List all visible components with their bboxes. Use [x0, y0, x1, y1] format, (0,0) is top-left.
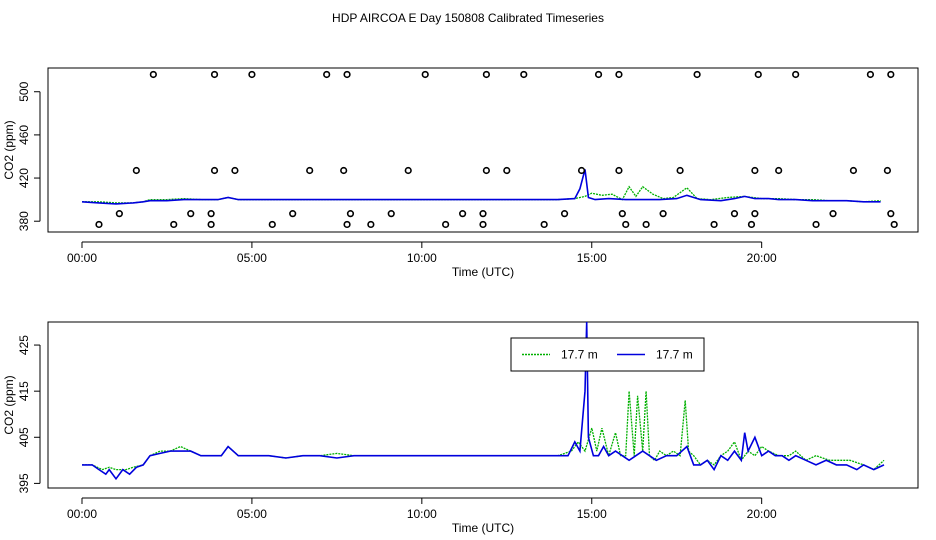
- data-point: [615, 166, 623, 175]
- data-point: [849, 166, 858, 175]
- x-tick-label: 15:00: [577, 507, 607, 521]
- data-point: [676, 166, 684, 175]
- data-point: [482, 166, 490, 175]
- data-point: [812, 220, 820, 229]
- data-point: [754, 70, 762, 79]
- y-axis-label: CO2 (ppm): [2, 375, 16, 434]
- data-point: [693, 70, 701, 79]
- data-point: [115, 210, 123, 218]
- y-axis-label: CO2 (ppm): [2, 120, 16, 179]
- data-point: [343, 220, 351, 229]
- x-axis-label: Time (UTC): [452, 265, 514, 279]
- x-tick-label: 05:00: [237, 251, 267, 265]
- data-point: [95, 220, 103, 229]
- data-point: [346, 210, 355, 218]
- data-point: [343, 70, 351, 79]
- data-point: [887, 210, 895, 218]
- data-point: [618, 210, 626, 218]
- data-point: [404, 166, 412, 175]
- data-point: [289, 210, 297, 218]
- data-point: [482, 70, 490, 79]
- data-point: [340, 166, 348, 175]
- x-tick-label: 15:00: [577, 251, 607, 265]
- legend: 17.7 m 17.7 m: [510, 337, 705, 372]
- y-tick-label: 425: [17, 335, 31, 355]
- data-point: [890, 220, 898, 229]
- y-tick-label: 415: [17, 381, 31, 401]
- series-line-blue: [81, 169, 881, 205]
- y-tick-label: 500: [17, 81, 31, 101]
- y-tick-label: 405: [17, 427, 31, 447]
- data-point: [775, 166, 783, 175]
- data-point: [210, 70, 219, 79]
- y-tick-label: 380: [17, 211, 31, 231]
- y-tick-label: 395: [17, 473, 31, 493]
- x-tick-label: 10:00: [407, 507, 437, 521]
- data-point: [520, 70, 528, 79]
- data-point: [132, 166, 140, 175]
- data-point: [503, 166, 511, 175]
- x-tick-label: 00:00: [67, 507, 97, 521]
- data-point: [730, 210, 739, 218]
- data-point: [210, 166, 219, 175]
- data-point: [710, 220, 718, 229]
- data-point: [442, 220, 450, 229]
- data-point: [187, 210, 195, 218]
- data-point: [887, 70, 895, 79]
- data-point: [207, 220, 215, 229]
- data-point: [459, 210, 467, 218]
- data-point: [866, 70, 875, 79]
- data-point: [829, 210, 837, 218]
- series-line-blue: [82, 321, 885, 481]
- data-point: [642, 220, 650, 229]
- data-point: [170, 220, 178, 229]
- legend-label: 17.7 m: [561, 348, 598, 362]
- x-tick-label: 10:00: [407, 251, 437, 265]
- data-point: [421, 70, 429, 79]
- data-point: [560, 210, 569, 218]
- x-tick-label: 00:00: [67, 251, 97, 265]
- data-point: [367, 220, 375, 229]
- legend-label: 17.7 m: [656, 348, 693, 362]
- data-point: [747, 220, 756, 229]
- data-point: [231, 166, 239, 175]
- data-point: [207, 210, 215, 218]
- panel-top: 00:00 05:00 10:00 15:00 20:00 Time (UTC) 380 42…: [2, 67, 919, 279]
- series-line-green: [82, 391, 885, 471]
- data-point: [622, 220, 630, 229]
- plot-frame: [47, 67, 919, 233]
- chart-title: HDP AIRCOA E Day 150808 Calibrated Times…: [332, 11, 604, 25]
- x-axis-label: Time (UTC): [452, 521, 514, 535]
- data-point: [792, 70, 800, 79]
- data-point: [268, 220, 276, 229]
- data-point: [659, 210, 667, 218]
- y-tick-label: 420: [17, 168, 31, 188]
- data-point: [751, 166, 759, 175]
- data-point: [387, 210, 395, 218]
- data-point: [248, 70, 256, 79]
- data-point: [594, 70, 603, 79]
- panel-bottom: 00:00 05:00 10:00 15:00 20:00 Time (UTC) 395 40…: [2, 321, 919, 535]
- series-line-green: [82, 185, 881, 204]
- x-tick-label: 20:00: [747, 251, 777, 265]
- data-point: [479, 220, 487, 229]
- data-point: [751, 210, 759, 218]
- x-tick-label: 20:00: [747, 507, 777, 521]
- data-point: [577, 166, 586, 175]
- data-point: [615, 70, 623, 79]
- plot-frame: [47, 321, 919, 489]
- data-point: [149, 70, 157, 79]
- data-point: [479, 210, 487, 218]
- data-point: [306, 166, 314, 175]
- x-tick-label: 05:00: [237, 507, 267, 521]
- data-point: [323, 70, 331, 79]
- y-tick-label: 460: [17, 125, 31, 145]
- data-point: [883, 166, 892, 175]
- data-point: [540, 220, 548, 229]
